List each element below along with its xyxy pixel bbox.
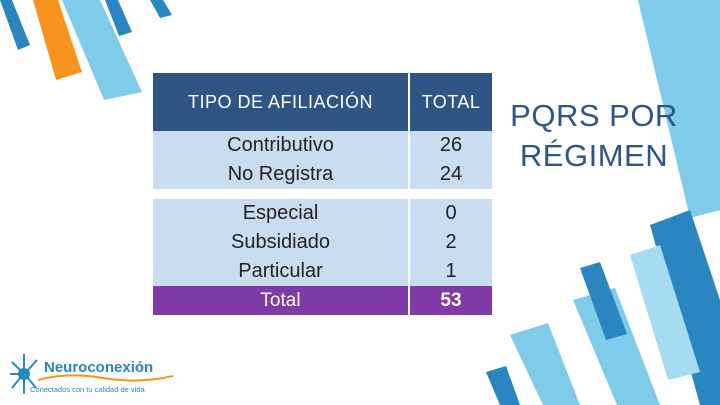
- wave-swoosh: [37, 374, 174, 382]
- table-row: No Registra 24: [153, 160, 492, 189]
- row-value: 26: [410, 131, 492, 160]
- stripe-dark-top: [0, 0, 30, 50]
- slide-title-line2: RÉGIMEN: [519, 138, 669, 173]
- table-row: Especial 0: [153, 189, 492, 228]
- row-label: No Registra: [153, 160, 410, 189]
- table-header-row: TIPO DE AFILIACIÓN TOTAL: [153, 73, 492, 131]
- row-label: Contributivo: [153, 131, 410, 160]
- stripe-light-bottom-1: [573, 288, 660, 405]
- row-value: 0: [410, 189, 492, 228]
- total-label: Total: [153, 286, 410, 315]
- stripe-light-right: [638, 0, 720, 218]
- slide-title-line1: PQRS POR: [510, 98, 678, 133]
- stripe-orange-top: [33, 0, 82, 80]
- neuroconexion-logo: Neuroconexión Conectados con tu calidad …: [10, 354, 174, 394]
- slide-title: PQRS POR RÉGIMEN: [509, 96, 679, 176]
- neuron-icon: [10, 354, 38, 394]
- affiliation-table: TIPO DE AFILIACIÓN TOTAL Contributivo 26…: [153, 73, 492, 315]
- row-label: Subsidiado: [153, 228, 410, 257]
- table-row: Particular 1: [153, 257, 492, 286]
- stripe-dark-bottom-2: [486, 366, 520, 405]
- logo-name: Neuroconexión: [44, 359, 153, 376]
- row-value: 24: [410, 160, 492, 189]
- row-label: Particular: [153, 257, 410, 286]
- table-row: Subsidiado 2: [153, 228, 492, 257]
- stripe-light-bottom-3: [630, 245, 700, 380]
- stripe-dark-bottom-1: [580, 262, 627, 340]
- logo-tagline: Conectados con tu calidad de vida: [30, 385, 145, 394]
- stripe-dark-top-2: [105, 0, 132, 36]
- header-total: TOTAL: [410, 73, 492, 131]
- row-value: 2: [410, 228, 492, 257]
- stripe-dark-right: [650, 210, 720, 405]
- row-value: 1: [410, 257, 492, 286]
- total-value: 53: [410, 286, 492, 315]
- row-label: Especial: [153, 189, 410, 228]
- stripe-dark-top-3: [150, 0, 172, 18]
- table-total-row: Total 53: [153, 286, 492, 315]
- table-row: Contributivo 26: [153, 131, 492, 160]
- stripe-light-top: [62, 0, 142, 100]
- stripe-light-bottom-2: [510, 323, 580, 405]
- header-affiliation-type: TIPO DE AFILIACIÓN: [153, 73, 410, 131]
